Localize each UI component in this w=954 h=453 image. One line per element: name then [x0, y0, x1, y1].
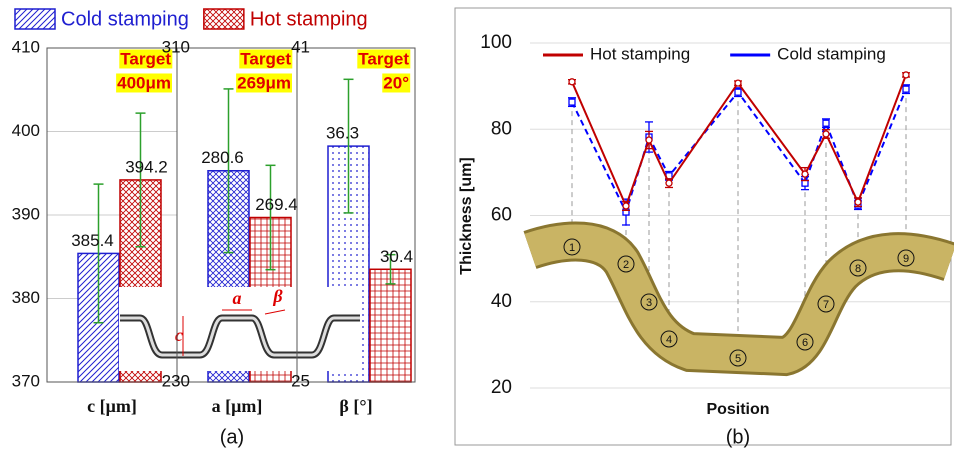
annotation: Target [240, 49, 291, 68]
x-tick-label: 3 [646, 297, 652, 309]
y-tick-label: 40 [491, 291, 512, 312]
legend-label: Cold stamping [777, 44, 886, 63]
point [735, 80, 741, 86]
point [569, 99, 575, 105]
legend-label: Hot stamping [250, 8, 368, 30]
annotation: Target [358, 49, 409, 68]
x-tick-label: 1 [569, 242, 575, 254]
x-tick-label: 6 [802, 337, 808, 349]
point [802, 171, 808, 177]
inset-label: a [233, 288, 242, 308]
value-label: 280.6 [201, 148, 244, 167]
y-tick-label: 20 [491, 377, 512, 398]
panel-frame [455, 8, 951, 445]
point [666, 180, 672, 186]
value-label: 394.2 [125, 157, 168, 176]
y-tick-label: 390 [12, 204, 40, 223]
x-tick-label: 5 [735, 353, 741, 365]
caption: (b) [726, 426, 750, 448]
y-tick-label: 60 [491, 205, 512, 226]
value-label: 36.3 [326, 124, 359, 143]
point [735, 89, 741, 95]
point [903, 86, 909, 92]
legend-swatch [15, 9, 55, 29]
annotation: 400μm [117, 73, 171, 92]
annotation: 20° [383, 73, 409, 92]
x-tick-label: 9 [903, 253, 909, 265]
y-tick-label: 310 [162, 37, 190, 56]
value-label: 30.4 [380, 247, 413, 266]
line [572, 89, 906, 212]
x-axis-label: Position [706, 401, 769, 418]
y-tick-label: 370 [12, 371, 40, 390]
point [823, 131, 829, 137]
part-section-fill [530, 241, 950, 356]
inset-label: c [175, 325, 183, 345]
y-tick-label: 25 [291, 371, 310, 390]
inset-diagram: c a β [119, 286, 361, 371]
figure: 20 40 60 80 100 1 2 3 4 5 6 7 8 9 Hot stamping Cold sta… [0, 0, 954, 453]
point [623, 203, 629, 209]
y-tick-label: 80 [491, 118, 512, 139]
x-axis-label: β [°] [339, 396, 372, 416]
y-tick-label: 230 [162, 371, 190, 390]
point [569, 79, 575, 85]
legend-label: Cold stamping [61, 8, 189, 30]
x-tick-label: 2 [623, 259, 629, 271]
point [646, 137, 652, 143]
point [823, 120, 829, 126]
inset-label: β [272, 286, 283, 306]
x-tick-label: 7 [823, 299, 829, 311]
caption: (a) [220, 426, 244, 448]
y-tick-label: 41 [291, 37, 310, 56]
x-tick-label: 4 [666, 334, 672, 346]
point [903, 72, 909, 78]
y-tick-label: 100 [480, 32, 512, 53]
value-label: 385.4 [71, 231, 114, 250]
annotation: 269μm [237, 73, 291, 92]
y-tick-label: 400 [12, 121, 40, 140]
x-axis-label: c [μm] [87, 396, 137, 416]
y-axis-label: Thickness [um] [458, 157, 475, 274]
y-tick-label: 410 [12, 37, 40, 56]
bar [370, 269, 411, 382]
value-label: 269.4 [255, 195, 298, 214]
legend-label: Hot stamping [590, 44, 690, 63]
x-axis-label: a [μm] [212, 396, 263, 416]
x-tick-label: 8 [855, 263, 861, 275]
y-tick-label: 380 [12, 288, 40, 307]
point [855, 199, 861, 205]
legend-swatch [204, 9, 244, 29]
